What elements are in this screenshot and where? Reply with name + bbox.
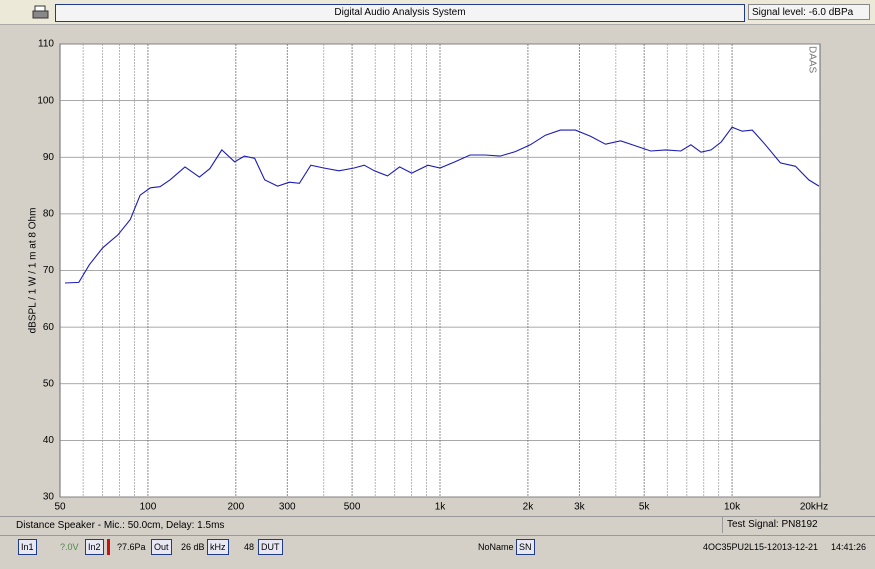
sn-button[interactable]: SN bbox=[516, 539, 535, 555]
y-tick-label: 30 bbox=[43, 492, 55, 503]
x-tick-label: 3k bbox=[574, 502, 586, 513]
response-curve bbox=[64, 126, 820, 284]
x-tick-label: 2k bbox=[523, 502, 535, 513]
status-left: Distance Speaker - Mic.: 50.0cm, Delay: … bbox=[16, 520, 225, 531]
out-button[interactable]: Out bbox=[151, 539, 172, 555]
y-tick-label: 60 bbox=[43, 322, 55, 333]
app-title: Digital Audio Analysis System bbox=[55, 4, 745, 22]
status-bar bbox=[0, 516, 875, 536]
date: 2013-12-21 bbox=[772, 542, 819, 552]
status-right: Test Signal: PN8192 bbox=[722, 517, 818, 533]
out-gain: 26 dB bbox=[181, 542, 205, 552]
y-tick-label: 100 bbox=[37, 95, 54, 106]
print-icon[interactable] bbox=[32, 5, 50, 20]
in2-indicator bbox=[107, 539, 110, 555]
x-tick-label: 50 bbox=[54, 502, 66, 513]
time: 14:41:26 bbox=[831, 542, 867, 552]
y-tick-label: 110 bbox=[38, 39, 54, 50]
x-tick-label: 10k bbox=[724, 502, 741, 513]
y-tick-label: 40 bbox=[43, 435, 55, 446]
dut-name: NoName bbox=[478, 542, 514, 552]
x-tick-label: 5k bbox=[639, 502, 651, 513]
x-tick-label: 100 bbox=[140, 502, 157, 513]
y-axis-label: dBSPL / 1 W / 1 m at 8 Ohm bbox=[28, 208, 39, 334]
x-tick-label: 20kHz bbox=[800, 502, 828, 513]
khz-button[interactable]: kHz bbox=[207, 539, 229, 555]
x-tick-label: 500 bbox=[344, 502, 361, 513]
in1-level: ?.0V bbox=[60, 542, 79, 552]
y-tick-label: 70 bbox=[43, 265, 55, 276]
in1-button[interactable]: In1 bbox=[18, 539, 37, 555]
y-tick-label: 50 bbox=[43, 378, 55, 389]
in2-level: ?7.6Pa bbox=[117, 542, 146, 552]
watermark: DAAS bbox=[806, 46, 817, 74]
x-tick-label: 200 bbox=[228, 502, 245, 513]
y-tick-label: 90 bbox=[43, 152, 55, 163]
x-tick-label: 1k bbox=[435, 502, 447, 513]
sample-rate: 48 bbox=[244, 542, 255, 552]
in2-button[interactable]: In2 bbox=[85, 539, 104, 555]
serial-number: 4OC35PU2L15-1 bbox=[703, 542, 773, 552]
signal-level: Signal level: -6.0 dBPa bbox=[748, 4, 870, 20]
dut-button[interactable]: DUT bbox=[258, 539, 283, 555]
x-tick-label: 300 bbox=[279, 502, 296, 513]
chart: 30 40 50 60 70 80 90 100 110 50 100 200 300 500 1k 2k 3k… bbox=[28, 39, 829, 513]
y-tick-label: 80 bbox=[43, 209, 55, 220]
